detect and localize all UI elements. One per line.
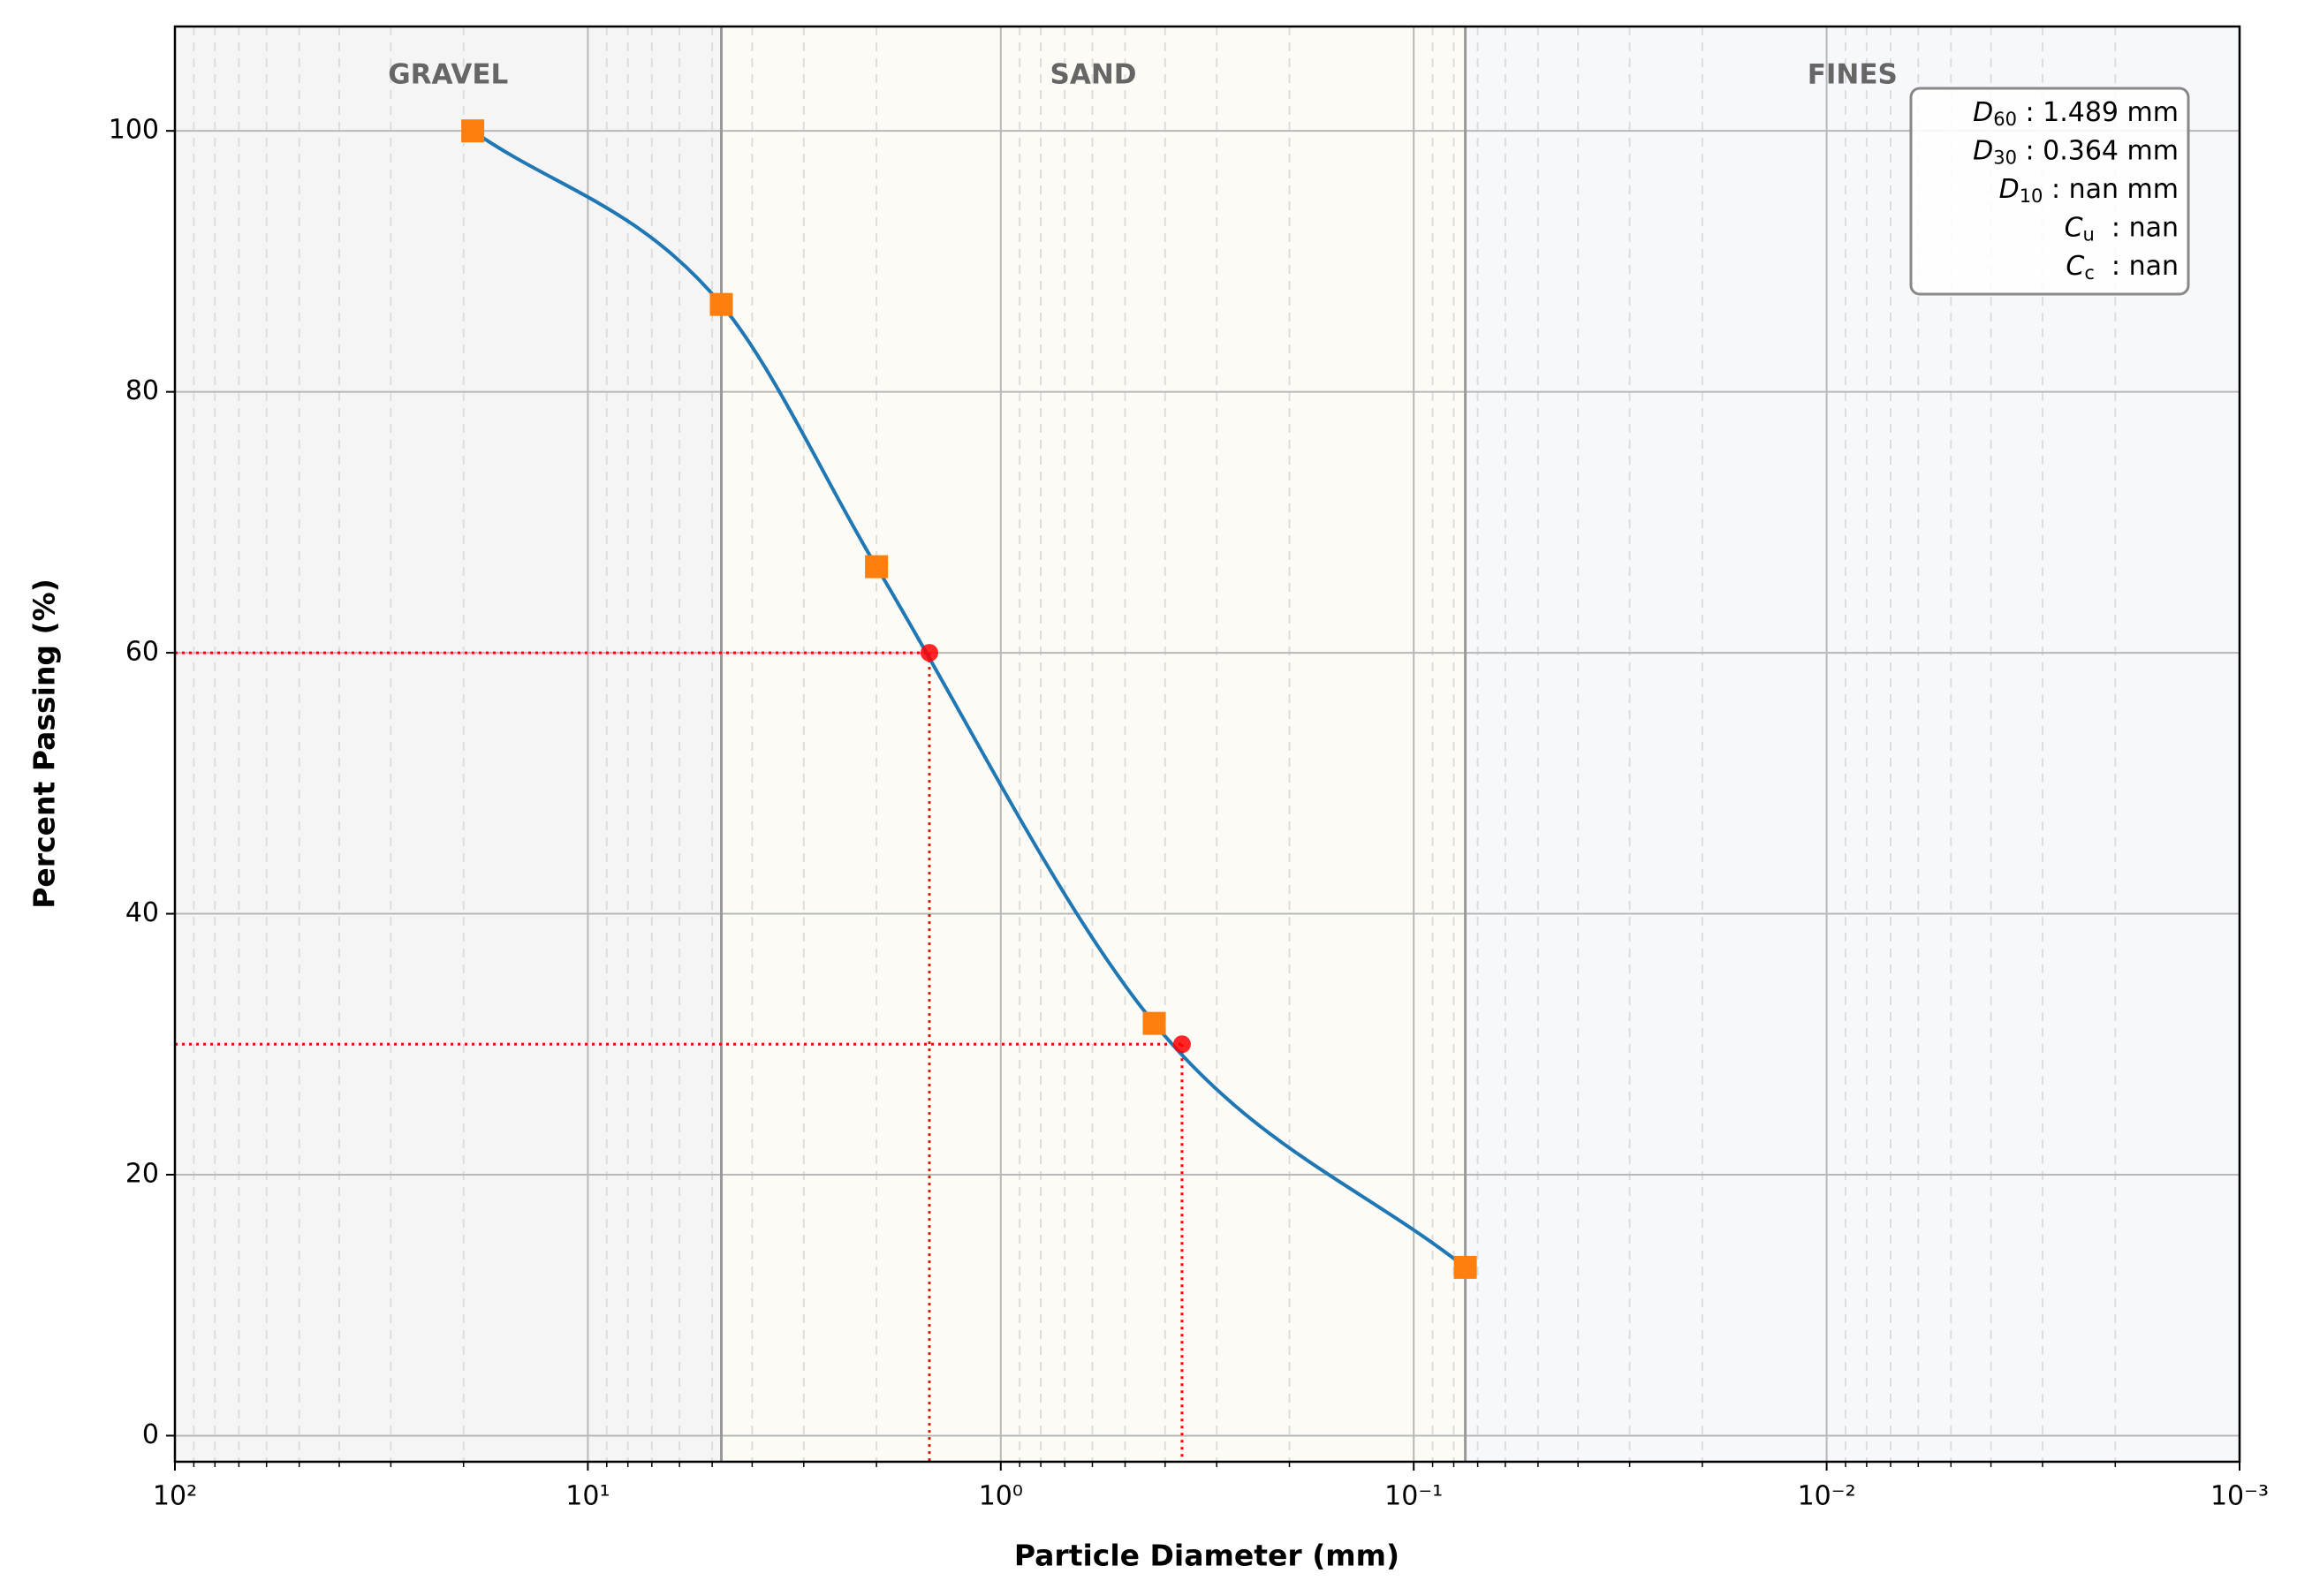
annotation-text: : nan (2095, 212, 2179, 243)
sieve-marker (461, 119, 485, 143)
sieve-marker (709, 292, 733, 316)
annotation-text: : nan mm (2043, 174, 2179, 205)
region-band (721, 26, 1466, 1462)
x-tick-label: 10² (153, 1481, 197, 1512)
annotation-text: : 0.364 mm (2017, 135, 2179, 166)
x-tick-label: 10⁻² (1798, 1481, 1856, 1512)
annotation-frame (1909, 87, 2190, 296)
annotation-line: D10 : nan mm (1999, 174, 2179, 208)
annotation-text: : nan (2095, 251, 2179, 282)
annotation-symbol: D (1999, 174, 2020, 205)
y-tick-label: 20 (125, 1159, 159, 1190)
y-tick-label: 0 (142, 1419, 159, 1450)
annotation-text: : 1.489 mm (2017, 97, 2179, 128)
region-label: SAND (1050, 59, 1137, 91)
x-tick-label: 10⁻³ (2210, 1481, 2269, 1512)
annotation-subscript: 30 (1993, 147, 2017, 169)
x-tick-label: 10⁰ (979, 1481, 1023, 1512)
annotation-line: D30 : 0.364 mm (1973, 135, 2179, 169)
region-band (175, 26, 722, 1462)
annotation-symbol: C (2066, 251, 2084, 282)
annotation-symbol: D (1973, 97, 1993, 128)
y-tick-label: 80 (125, 375, 159, 406)
y-tick-label: 60 (125, 637, 159, 668)
annotation-subscript: c (2084, 262, 2095, 284)
sieve-marker (865, 555, 889, 579)
region-label: FINES (1808, 59, 1898, 91)
y-tick-label: 100 (109, 115, 159, 146)
annotation-subscript: 10 (2020, 185, 2043, 207)
region-label: GRAVEL (388, 59, 508, 91)
annotation-line: D60 : 1.489 mm (1973, 97, 2179, 131)
annotation-line: Cc : nan (2066, 251, 2179, 284)
x-axis-label: Particle Diameter (mm) (1014, 1539, 1399, 1573)
annotation-line: Cu : nan (2065, 212, 2179, 246)
sieve-marker (1142, 1011, 1166, 1035)
characteristic-point (1172, 1035, 1191, 1054)
gradation-curve (471, 129, 1467, 1269)
annotation-subscript: 60 (1993, 109, 2017, 130)
characteristic-point (920, 644, 938, 662)
x-tick-label: 10¹ (565, 1481, 610, 1512)
y-axis-label: Percent Passing (%) (27, 579, 62, 909)
y-tick-label: 40 (125, 897, 159, 928)
x-tick-label: 10⁻¹ (1384, 1481, 1443, 1512)
sieve-marker (1453, 1255, 1477, 1279)
annotation-symbol: C (2065, 212, 2083, 243)
annotation-symbol: D (1973, 135, 1993, 166)
plot-frame (173, 25, 2241, 1464)
annotation-subscript: u (2083, 224, 2095, 246)
